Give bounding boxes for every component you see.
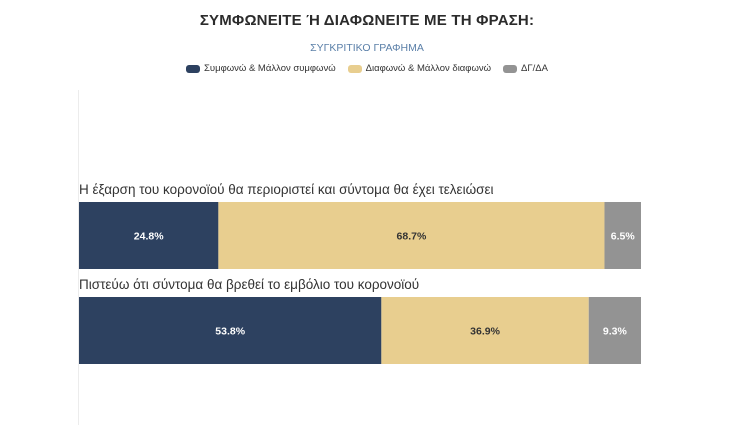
legend-label-agree: Συμφωνώ & Μάλλον συμφωνώ (204, 63, 336, 74)
data-label: 53.8% (215, 326, 245, 338)
category-label: Η έξαρση του κορονοϊού θα περιοριστεί κα… (79, 182, 493, 197)
legend-label-disagree: Διαφωνώ & Μάλλον διαφωνώ (365, 63, 492, 74)
category-label: Πιστεύω ότι σύντομα θα βρεθεί το εμβόλιο… (79, 277, 419, 292)
bar-segment (381, 297, 589, 364)
legend-item-dont-know: ΔΓ/ΔΑ (503, 63, 548, 74)
chart-subtitle: ΣΥΓΚΡΙΤΙΚΟ ΓΡΑΦΗΜΑ (310, 42, 424, 54)
legend-label-dont-know: ΔΓ/ΔΑ (521, 63, 548, 74)
data-label: 36.9% (470, 326, 500, 338)
bar-segment (218, 202, 605, 269)
bar-segment (79, 297, 382, 364)
data-label: 24.8% (134, 231, 164, 243)
chart-title: ΣΥΜΦΩΝΕΙΤΕ Ή ΔΙΑΦΩΝΕΙΤΕ ΜΕ ΤΗ ΦΡΑΣΗ: (199, 12, 535, 29)
legend-item-disagree: Διαφωνώ & Μάλλον διαφωνώ (347, 63, 492, 74)
bar-segment (79, 202, 219, 269)
legend-item-agree: Συμφωνώ & Μάλλον συμφωνώ (186, 63, 336, 74)
data-label: 68.7% (397, 231, 427, 243)
legend-swatch-agree (186, 64, 201, 73)
data-label: 6.5% (611, 231, 636, 243)
legend: Συμφωνώ & Μάλλον συμφωνώ Διαφωνώ & Μάλλο… (0, 63, 734, 74)
legend-swatch-disagree (347, 64, 362, 73)
bar-segment (604, 202, 641, 269)
axis-line (78, 90, 79, 425)
data-label: 9.3% (603, 326, 628, 338)
bar-segment (588, 297, 641, 364)
legend-swatch-dont-know (503, 64, 518, 73)
